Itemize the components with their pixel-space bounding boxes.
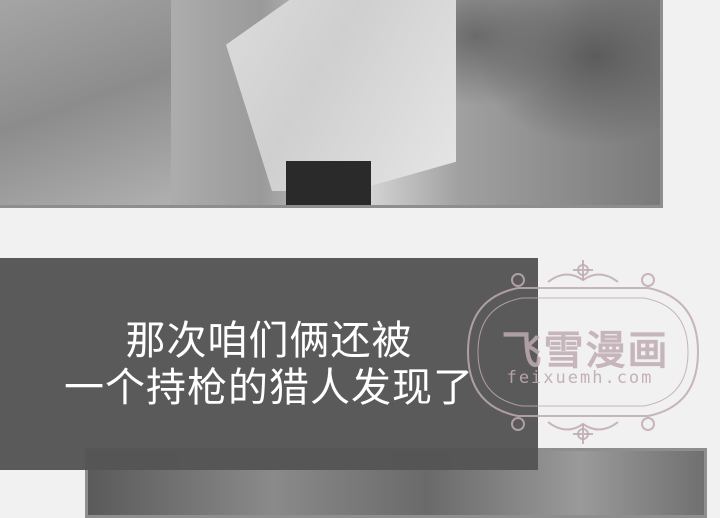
caption-line-2: 一个持枪的猎人发现了 <box>64 365 474 411</box>
denim-jacket <box>0 0 171 205</box>
watermark-url: feixuemh.com <box>506 368 654 388</box>
white-shirt <box>226 0 456 191</box>
watermark-frame-icon <box>466 260 700 444</box>
photo-panel-top <box>0 0 663 208</box>
caption-box <box>0 258 538 470</box>
dark-pants <box>286 161 371 205</box>
watermark-title: 飞雪漫画 <box>501 328 670 374</box>
caption-line-1: 那次咱们俩还被 <box>125 318 413 364</box>
